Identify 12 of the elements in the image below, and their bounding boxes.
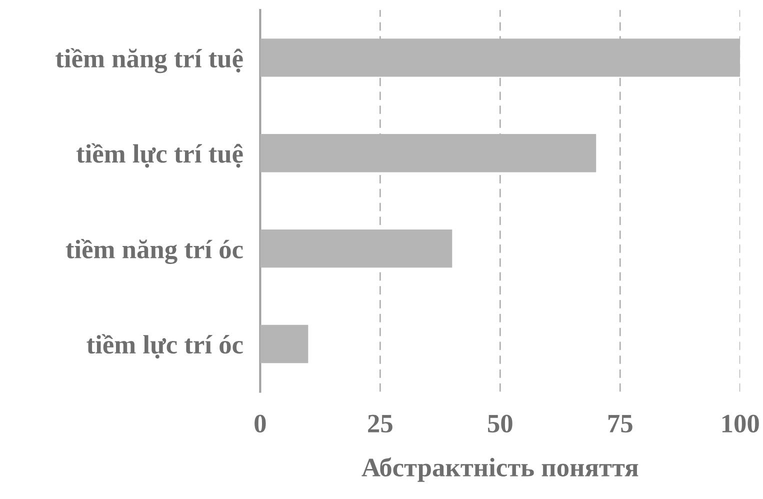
x-tick-label: 50 <box>488 414 512 433</box>
y-tick-label: tiềm năng trí óc <box>66 238 243 264</box>
x-tick-label: 100 <box>722 414 759 433</box>
x-tick-label: 25 <box>368 414 392 433</box>
x-tick-label: 0 <box>254 414 266 433</box>
x-axis-title: Абстрактність поняття <box>362 457 638 482</box>
y-tick-label: tiềm năng trí tuệ <box>56 48 243 74</box>
bar <box>260 229 452 268</box>
y-tick-label: tiềm lực trí tuệ <box>76 143 243 168</box>
y-tick-label: tiềm lực trí óc <box>86 334 243 359</box>
x-tick-label: 75 <box>608 414 632 433</box>
bar <box>260 324 308 364</box>
